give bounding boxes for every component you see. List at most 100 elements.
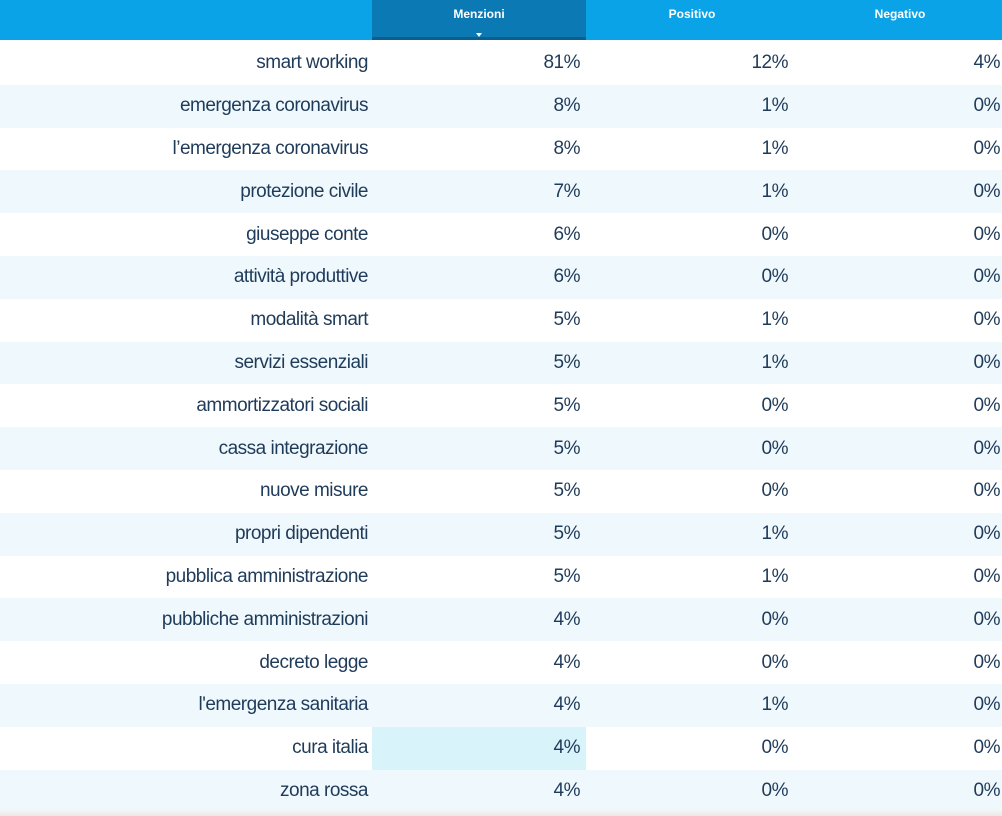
term-cell: pubblica amministrazione: [165, 565, 369, 587]
table-body: smart working 81% 12% 4% emergenza coronavir…: [0, 42, 1002, 813]
table-row[interactable]: pubblica amministrazione 5% 1% 0%: [0, 556, 1002, 599]
table-row[interactable]: nuove misure 5% 0% 0%: [0, 470, 1002, 513]
positivo-cell: 1%: [761, 694, 789, 716]
negativo-cell: 0%: [973, 651, 1001, 673]
term-cell: decreto legge: [259, 651, 368, 673]
table-row[interactable]: l’emergenza coronavirus 8% 1% 0%: [0, 128, 1002, 171]
negativo-cell: 0%: [973, 694, 1001, 716]
table-row[interactable]: attività produttive 6% 0% 0%: [0, 255, 1002, 299]
negativo-cell: 0%: [973, 480, 1001, 502]
term-cell: cura italia: [292, 737, 368, 759]
column-header-menzioni[interactable]: Menzioni: [372, 0, 586, 40]
table-row[interactable]: decreto legge 4% 0% 0%: [0, 641, 1002, 684]
term-cell: cassa integrazione: [218, 437, 369, 459]
sort-down-icon: [476, 33, 482, 37]
table-row[interactable]: cassa integrazione 5% 0% 0%: [0, 427, 1002, 470]
positivo-cell: 0%: [761, 651, 789, 673]
column-label: Negativo: [874, 7, 926, 21]
positivo-cell: 0%: [761, 779, 789, 801]
menzioni-cell: 81%: [543, 52, 580, 74]
term-cell: modalità smart: [250, 309, 368, 331]
positivo-cell: 1%: [761, 137, 789, 159]
positivo-cell: 1%: [761, 565, 789, 587]
term-cell: ammortizzatori sociali: [196, 394, 368, 416]
term-cell: pubbliche amministrazioni: [161, 608, 369, 630]
term-cell: protezione civile: [240, 180, 368, 202]
negativo-cell: 0%: [973, 266, 1001, 288]
menzioni-cell: 5%: [553, 565, 581, 587]
menzioni-cell: 6%: [553, 223, 581, 245]
table-row[interactable]: cura italia 4% 0% 0%: [0, 726, 1002, 770]
positivo-cell: 12%: [751, 52, 788, 74]
negativo-cell: 0%: [973, 608, 1001, 630]
table-row[interactable]: emergenza coronavirus 8% 1% 0%: [0, 84, 1002, 128]
term-cell: l'emergenza sanitaria: [198, 694, 369, 716]
menzioni-cell: 4%: [553, 651, 581, 673]
table-row[interactable]: smart working 81% 12% 4%: [0, 42, 1002, 85]
negativo-cell: 0%: [973, 309, 1001, 331]
term-cell: propri dipendenti: [234, 523, 369, 545]
negativo-cell: 0%: [973, 565, 1001, 587]
positivo-cell: 0%: [761, 223, 789, 245]
table-row[interactable]: propri dipendenti 5% 1% 0%: [0, 512, 1002, 556]
term-cell: nuove misure: [259, 480, 369, 502]
negativo-cell: 0%: [973, 180, 1001, 202]
term-cell: emergenza coronavirus: [179, 95, 369, 117]
menzioni-cell: 5%: [553, 351, 581, 373]
table-row[interactable]: modalità smart 5% 1% 0%: [0, 299, 1002, 342]
column-header-positivo[interactable]: Positivo: [586, 0, 798, 40]
column-label: Positivo: [668, 7, 716, 21]
negativo-cell: 0%: [973, 437, 1001, 459]
table-footer-edge: [0, 810, 1002, 816]
term-cell: attività produttive: [233, 266, 369, 288]
positivo-cell: 1%: [761, 95, 789, 117]
negativo-cell: 0%: [973, 351, 1001, 373]
menzioni-cell: 4%: [553, 608, 581, 630]
table-row[interactable]: ammortizzatori sociali 5% 0% 0%: [0, 384, 1002, 427]
menzioni-cell: 5%: [553, 480, 581, 502]
positivo-cell: 1%: [761, 523, 789, 545]
column-label: Menzioni: [453, 7, 505, 21]
menzioni-cell: 5%: [553, 309, 581, 331]
term-cell: giuseppe conte: [246, 223, 368, 245]
positivo-cell: 0%: [761, 737, 789, 759]
table-row[interactable]: servizi essenziali 5% 1% 0%: [0, 341, 1002, 385]
menzioni-cell: 6%: [553, 266, 581, 288]
negativo-cell: 0%: [973, 95, 1001, 117]
positivo-cell: 1%: [761, 309, 789, 331]
menzioni-cell: 7%: [553, 180, 581, 202]
positivo-cell: 0%: [761, 608, 789, 630]
table-header: Menzioni Positivo Negativo: [0, 0, 1002, 40]
table-row[interactable]: pubbliche amministrazioni 4% 0% 0%: [0, 598, 1002, 642]
menzioni-cell: 5%: [553, 394, 581, 416]
table-row[interactable]: protezione civile 7% 1% 0%: [0, 170, 1002, 214]
positivo-cell: 0%: [761, 437, 789, 459]
term-cell: servizi essenziali: [234, 351, 368, 373]
menzioni-cell: 4%: [553, 694, 581, 716]
column-header-negativo[interactable]: Negativo: [798, 0, 1002, 40]
positivo-cell: 0%: [761, 266, 789, 288]
negativo-cell: 4%: [973, 52, 1001, 74]
menzioni-cell: 5%: [553, 437, 581, 459]
menzioni-cell: 8%: [553, 95, 581, 117]
negativo-cell: 0%: [973, 394, 1001, 416]
table-row[interactable]: giuseppe conte 6% 0% 0%: [0, 213, 1002, 256]
table-row[interactable]: l'emergenza sanitaria 4% 1% 0%: [0, 683, 1002, 727]
term-cell: smart working: [256, 52, 368, 74]
term-cell: l’emergenza coronavirus: [172, 137, 369, 159]
table-row[interactable]: zona rossa 4% 0% 0%: [0, 769, 1002, 813]
positivo-cell: 1%: [761, 180, 789, 202]
positivo-cell: 0%: [761, 394, 789, 416]
menzioni-cell: 4%: [372, 726, 586, 770]
menzioni-cell: 8%: [553, 137, 581, 159]
term-cell: zona rossa: [280, 779, 368, 801]
negativo-cell: 0%: [973, 223, 1001, 245]
negativo-cell: 0%: [973, 737, 1001, 759]
positivo-cell: 1%: [761, 351, 789, 373]
menzioni-cell: 4%: [553, 779, 581, 801]
menzioni-cell: 5%: [553, 523, 581, 545]
negativo-cell: 0%: [973, 523, 1001, 545]
negativo-cell: 0%: [973, 779, 1001, 801]
positivo-cell: 0%: [761, 480, 789, 502]
negativo-cell: 0%: [973, 137, 1001, 159]
